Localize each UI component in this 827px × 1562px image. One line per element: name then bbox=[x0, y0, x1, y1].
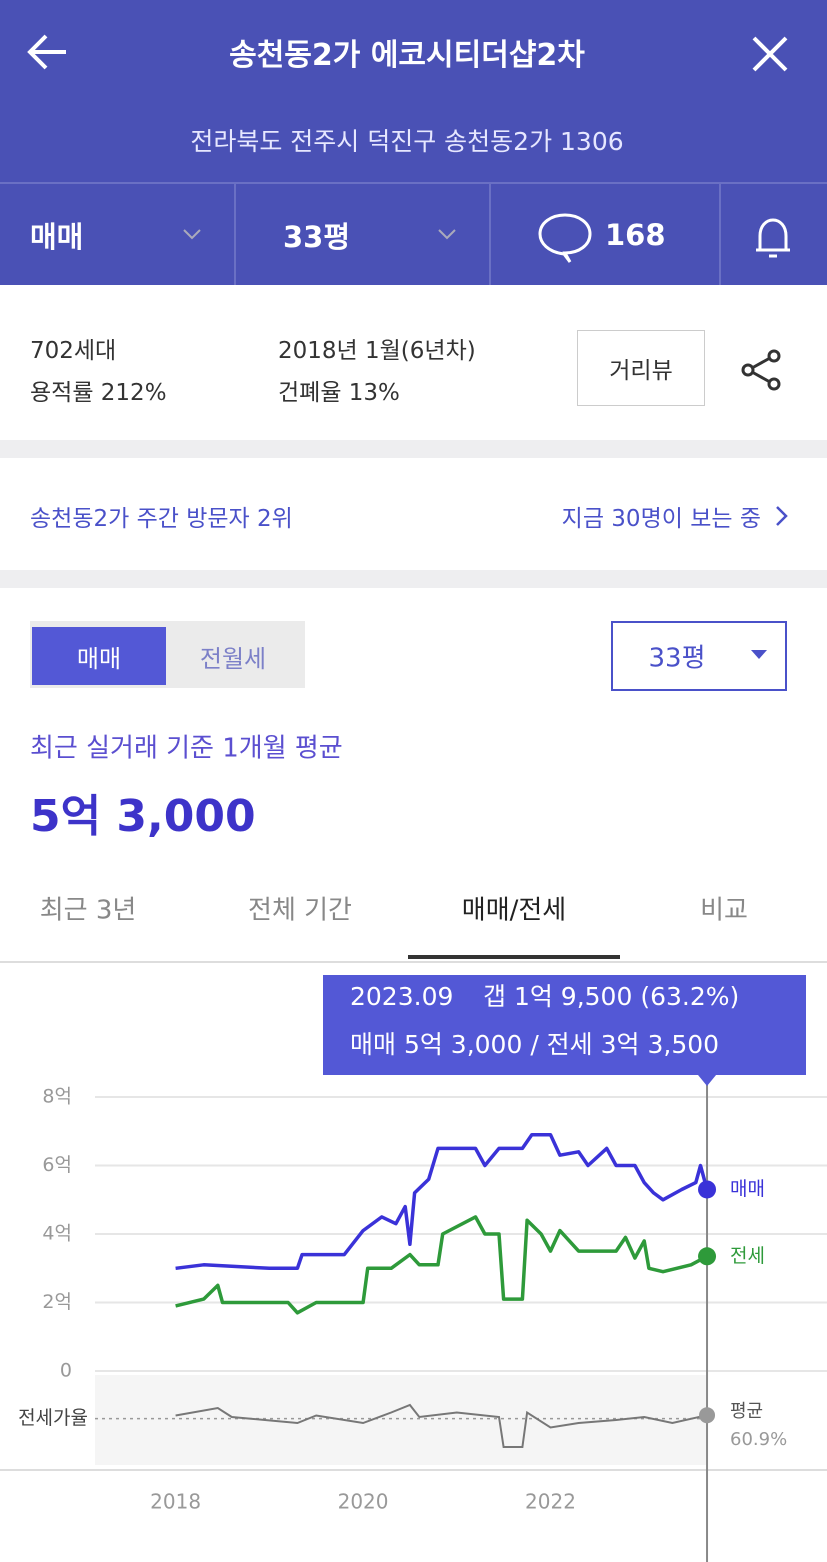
y-tick-label: 2억 bbox=[42, 1291, 72, 1313]
households: 702세대 bbox=[30, 338, 117, 364]
back-button[interactable] bbox=[27, 34, 66, 70]
tab-border bbox=[0, 961, 827, 963]
ratio-average-label: 평균 bbox=[730, 1401, 763, 1422]
building-coverage: 건폐율 13% bbox=[278, 380, 400, 406]
separator bbox=[0, 570, 827, 588]
title: 송천동2가 에코시티더샵2차 bbox=[229, 38, 585, 73]
price-value: 5억 3,000 bbox=[30, 791, 256, 842]
size-select[interactable]: 33평 bbox=[283, 220, 351, 254]
active-tab-underline bbox=[408, 955, 620, 959]
deal-toggle: 매매 전월세 bbox=[30, 621, 305, 688]
chart-size-select[interactable]: 33평 bbox=[611, 621, 787, 691]
deal-type-select[interactable]: 매매 bbox=[30, 220, 84, 254]
series-end-point bbox=[698, 1180, 717, 1199]
share-button[interactable] bbox=[740, 348, 784, 392]
period-tab[interactable]: 매매/전세 bbox=[461, 895, 567, 926]
tooltip-box bbox=[323, 975, 806, 1075]
ratio-average-value: 60.9% bbox=[730, 1429, 787, 1450]
dropdown-arrow bbox=[751, 650, 767, 659]
current-viewers[interactable]: 지금 30명이 보는 중 bbox=[561, 506, 761, 532]
legend-label: 매매 bbox=[730, 1178, 765, 1200]
chevron bbox=[183, 229, 456, 240]
x-tick-label: 2018 bbox=[150, 1490, 201, 1514]
x-tick-label: 2020 bbox=[338, 1490, 389, 1514]
street-view-button[interactable]: 거리뷰 bbox=[577, 330, 705, 406]
legend-label: 전세 bbox=[730, 1245, 765, 1267]
ratio-line bbox=[175, 1403, 708, 1448]
toggle-option[interactable]: 매매 bbox=[32, 627, 166, 685]
tooltip-detail: 매매 5억 3,000 / 전세 3억 3,500 bbox=[350, 1030, 719, 1059]
y-tick-label: 4억 bbox=[42, 1223, 72, 1245]
chevron-right bbox=[776, 506, 788, 526]
separator bbox=[0, 440, 827, 458]
floor-area-ratio: 용적률 212% bbox=[30, 380, 167, 406]
toggle-option[interactable]: 전월세 bbox=[199, 644, 267, 673]
visitor-rank: 송천동2가 주간 방문자 2위 bbox=[30, 506, 293, 532]
x-tick-label: 2022 bbox=[525, 1490, 576, 1514]
series-line bbox=[175, 1132, 709, 1271]
built-date: 2018년 1월(6년차) bbox=[278, 338, 476, 364]
tooltip-date: 2023.09 bbox=[350, 982, 453, 1011]
header bbox=[0, 0, 827, 285]
address: 전라북도 전주시 덕진구 송천동2가 1306 bbox=[190, 127, 624, 156]
y-tick-label: 8억 bbox=[42, 1086, 72, 1108]
period-tab[interactable]: 비교 bbox=[700, 895, 748, 926]
series-line bbox=[175, 1215, 708, 1315]
tooltip-pointer bbox=[698, 1075, 717, 1086]
header-icons bbox=[0, 34, 827, 285]
tooltip-gap: 갭 1억 9,500 (63.2%) bbox=[483, 982, 739, 1011]
comment-count[interactable]: 168 bbox=[605, 218, 666, 252]
chart-size: 33평 bbox=[648, 643, 706, 674]
ratio-point bbox=[699, 1407, 716, 1424]
price-caption: 최근 실거래 기준 1개월 평균 bbox=[30, 733, 343, 764]
period-tab[interactable]: 전체 기간 bbox=[248, 895, 352, 926]
bell-icon[interactable] bbox=[756, 218, 790, 258]
close-button[interactable] bbox=[752, 36, 788, 72]
period-tab[interactable]: 최근 3년 bbox=[39, 895, 137, 926]
y-tick-label: 6억 bbox=[42, 1154, 72, 1176]
comment-icon[interactable] bbox=[538, 213, 592, 263]
ratio-label: 전세가율 bbox=[18, 1407, 88, 1429]
y-tick-label: 0 bbox=[60, 1360, 72, 1382]
series-end-point bbox=[698, 1247, 717, 1266]
